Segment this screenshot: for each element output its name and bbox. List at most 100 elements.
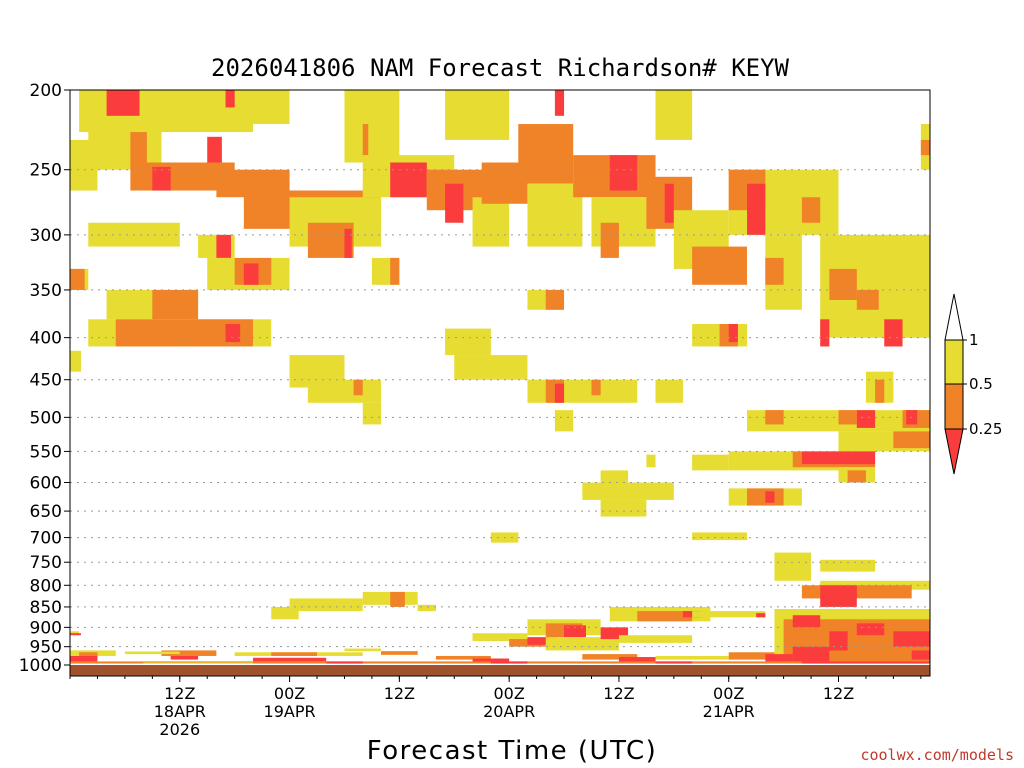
heatmap-cell (893, 631, 930, 647)
heatmap-cell (130, 132, 147, 191)
heatmap-cell (829, 631, 848, 651)
heatmap-cells (70, 90, 930, 664)
heatmap-cell (728, 652, 775, 660)
heatmap-cell (591, 379, 601, 396)
heatmap-cell (472, 633, 528, 641)
heatmap-cell (801, 197, 821, 223)
y-tick-label: 500 (30, 408, 62, 428)
heatmap-cell (856, 623, 885, 636)
heatmap-cell (554, 90, 565, 116)
heatmap-cell (435, 655, 491, 660)
heatmap-cell (152, 166, 171, 191)
heatmap-cell (692, 246, 748, 285)
heatmap-cell (655, 90, 693, 140)
heatmap-cell (820, 319, 830, 347)
legend-swatch-red (944, 428, 964, 475)
color-legend: 1 0.5 0.25 (944, 293, 1002, 475)
heatmap-cell (445, 328, 491, 356)
heatmap-cell (445, 90, 510, 140)
x-tick-label: 12Z (384, 684, 415, 703)
heatmap-cell (692, 532, 748, 541)
x-tick-label: 19APR (264, 702, 316, 721)
heatmap-cell (207, 136, 222, 163)
heatmap-cell (609, 155, 638, 191)
legend-label: 0.5 (969, 375, 993, 393)
y-tick-label: 400 (30, 329, 62, 349)
y-tick-label: 850 (30, 598, 62, 618)
heatmap-cell (545, 289, 565, 310)
y-tick-label: 650 (30, 502, 62, 522)
heatmap-cell (801, 451, 876, 465)
heatmap-cell (445, 183, 464, 223)
legend-label: 0.25 (969, 420, 1002, 438)
heatmap-cell (106, 90, 140, 116)
x-tick-label: 12Z (603, 684, 634, 703)
heatmap-cell (655, 379, 683, 403)
y-tick-label: 950 (30, 638, 62, 658)
y-tick-label: 350 (30, 281, 62, 301)
heatmap-cell (70, 268, 85, 290)
heatmap-cell (920, 139, 930, 156)
heatmap-cell (344, 648, 382, 652)
heatmap-cell (728, 323, 738, 343)
x-tick-label: 00Z (274, 684, 305, 703)
y-tick-label: 700 (30, 529, 62, 549)
heatmap-cell (664, 183, 674, 223)
heatmap-cell (801, 661, 930, 664)
heatmap-cell (70, 655, 98, 662)
legend-swatch-orange (944, 383, 964, 430)
heatmap-cell (829, 268, 857, 300)
heatmap-cell (289, 598, 363, 612)
legend-swatch-white (944, 293, 964, 341)
x-tick-label: 12Z (823, 684, 854, 703)
heatmap-cell (381, 651, 418, 655)
heatmap-cell (490, 661, 528, 664)
heatmap-cell (152, 289, 199, 320)
heatmap-cell (70, 633, 81, 636)
y-tick-label: 450 (30, 371, 62, 391)
heatmap-cell (390, 591, 405, 607)
y-tick-label: 800 (30, 576, 62, 596)
heatmap-cell (161, 650, 217, 656)
heatmap-cell (225, 90, 290, 125)
heatmap-cell (765, 491, 775, 503)
heatmap-cell (646, 454, 656, 468)
heatmap-cell (225, 323, 241, 343)
heatmap-cell (792, 646, 830, 662)
x-tick-label: 18APR (154, 702, 206, 721)
y-tick-label: 600 (30, 473, 62, 493)
heatmap-cell (765, 654, 793, 662)
x-axis-label: Forecast Time (UTC) (367, 736, 658, 766)
heatmap-cell (454, 355, 528, 380)
heatmap-cell (252, 657, 327, 662)
x-tick-label: 2026 (159, 720, 200, 739)
x-tick-label: 21APR (703, 702, 755, 721)
heatmap-cell (362, 124, 369, 156)
heatmap-cell (554, 383, 565, 403)
heatmap-cell (600, 222, 619, 258)
legend-swatch-yellow (944, 339, 964, 385)
heatmap-cell (143, 662, 253, 664)
heatmap-cell (70, 631, 80, 636)
heatmap-cell (765, 410, 784, 425)
heatmap-cell (820, 585, 857, 607)
heatmap-cell (600, 627, 629, 640)
heatmap-cell (847, 470, 866, 483)
heatmap-cell (527, 379, 638, 403)
y-tick-label: 250 (30, 161, 62, 181)
heatmap-cell (655, 661, 693, 664)
y-tick-label: 550 (30, 442, 62, 462)
heatmap-cell (756, 613, 766, 618)
heatmap-cell (875, 379, 885, 403)
heatmap-cell (637, 611, 693, 622)
y-tick-label: 750 (30, 553, 62, 573)
heatmap-cell (271, 652, 318, 656)
heatmap-cell (527, 637, 555, 645)
x-tick-label: 20APR (483, 702, 535, 721)
heatmap-cell (618, 635, 693, 643)
heatmap-cell (518, 124, 574, 184)
heatmap-cell (344, 228, 352, 258)
chart-title: 2026041806 NAM Forecast Richardson# KEYW (211, 54, 790, 82)
heatmap-cell (70, 139, 98, 191)
